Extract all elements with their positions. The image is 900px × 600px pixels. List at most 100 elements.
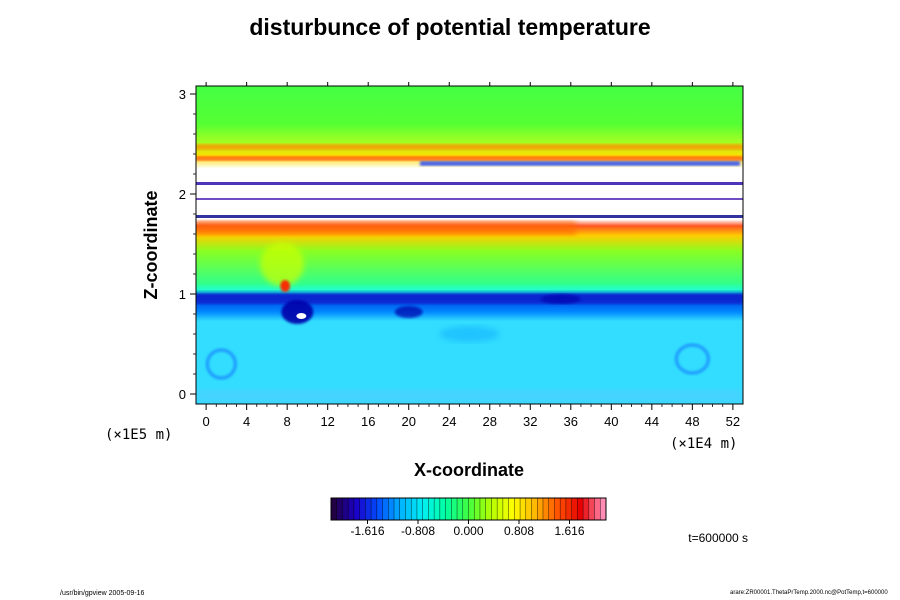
colorbar-ticks: -1.616 -0.808 0.000 0.808 1.616 bbox=[350, 520, 585, 538]
colorbar-cell bbox=[348, 498, 355, 520]
y-axis-label: Z-coordinate bbox=[141, 190, 161, 299]
colorbar-cell bbox=[376, 498, 383, 520]
colorbar-tick-label: 1.616 bbox=[554, 524, 584, 538]
x-tick-label: 12 bbox=[320, 414, 334, 429]
colorbar-cell bbox=[371, 498, 378, 520]
colorbar-cell bbox=[353, 498, 360, 520]
colorbar-cell bbox=[365, 498, 372, 520]
field-feature bbox=[281, 300, 314, 324]
colorbar-cell bbox=[485, 498, 492, 520]
footer-source: arare:ZR00001.ThetaPrTemp.2000.nc@PotTem… bbox=[730, 590, 888, 596]
colorbar-cell bbox=[497, 498, 504, 520]
field-feature bbox=[280, 280, 291, 292]
heatmap-field bbox=[196, 86, 743, 404]
colorbar-cell bbox=[600, 498, 607, 520]
colorbar-cell bbox=[594, 498, 601, 520]
colorbar-tick-label: -1.616 bbox=[350, 524, 384, 538]
colorbar-cell bbox=[342, 498, 349, 520]
colorbar-cell bbox=[434, 498, 441, 520]
colorbar-cell bbox=[399, 498, 406, 520]
colorbar-cell bbox=[537, 498, 544, 520]
x-tick-label: 36 bbox=[564, 414, 578, 429]
field-feature bbox=[540, 294, 581, 304]
colorbar-cell bbox=[416, 498, 423, 520]
x-tick-label: 48 bbox=[685, 414, 699, 429]
y-axis-unit: (×1E5 m) bbox=[105, 427, 172, 443]
x-axis-label: X-coordinate bbox=[414, 460, 524, 480]
colorbar-cell bbox=[560, 498, 567, 520]
x-axis: 0 4 8 12 16 20 24 28 32 36 40 44 48 52 bbox=[203, 82, 740, 429]
colorbar-cell bbox=[491, 498, 498, 520]
x-tick-label: 8 bbox=[284, 414, 291, 429]
x-tick-label: 52 bbox=[726, 414, 740, 429]
colorbar-cell bbox=[479, 498, 486, 520]
colorbar-cell bbox=[462, 498, 469, 520]
colorbar-cell bbox=[514, 498, 521, 520]
y-axis: 0 1 2 3 bbox=[179, 87, 196, 402]
field-feature bbox=[196, 182, 743, 185]
field-feature bbox=[420, 161, 740, 166]
colorbar-cell bbox=[531, 498, 538, 520]
colorbar-cell bbox=[588, 498, 595, 520]
field-feature bbox=[439, 326, 500, 342]
field-feature bbox=[196, 144, 743, 150]
y-tick-label: 3 bbox=[179, 87, 186, 102]
y-tick-label: 0 bbox=[179, 387, 186, 402]
colorbar-cell bbox=[583, 498, 590, 520]
colorbar-cell bbox=[428, 498, 435, 520]
colorbar-cell bbox=[565, 498, 572, 520]
colorbar-cell bbox=[422, 498, 429, 520]
y-tick-label: 1 bbox=[179, 287, 186, 302]
colorbar-cell bbox=[394, 498, 401, 520]
colorbar-cell bbox=[548, 498, 555, 520]
colorbar-tick-label: 0.808 bbox=[504, 524, 534, 538]
field-feature bbox=[296, 313, 307, 319]
field-feature bbox=[196, 294, 743, 304]
colorbar-cell bbox=[502, 498, 509, 520]
field-feature bbox=[394, 306, 423, 318]
colorbar-cell bbox=[336, 498, 343, 520]
colorbar-tick-label: 0.000 bbox=[453, 524, 483, 538]
colorbar-cell bbox=[520, 498, 527, 520]
x-tick-label: 24 bbox=[442, 414, 456, 429]
time-label: t=600000 s bbox=[688, 531, 748, 545]
x-tick-label: 4 bbox=[243, 414, 250, 429]
x-tick-label: 32 bbox=[523, 414, 537, 429]
colorbar-cell bbox=[474, 498, 481, 520]
field-feature bbox=[674, 343, 710, 375]
x-tick-label: 28 bbox=[483, 414, 497, 429]
field-feature bbox=[196, 389, 743, 403]
x-tick-label: 16 bbox=[361, 414, 375, 429]
colorbar-cell bbox=[388, 498, 395, 520]
colorbar-cells bbox=[330, 498, 607, 520]
colorbar-cell bbox=[577, 498, 584, 520]
x-tick-label: 44 bbox=[645, 414, 659, 429]
colorbar-cell bbox=[411, 498, 418, 520]
field-feature bbox=[196, 215, 743, 218]
colorbar-cell bbox=[468, 498, 475, 520]
colorbar-cell bbox=[571, 498, 578, 520]
colorbar-cell bbox=[359, 498, 366, 520]
colorbar-cell bbox=[405, 498, 412, 520]
x-tick-label: 20 bbox=[401, 414, 415, 429]
chart-title: disturbunce of potential temperature bbox=[249, 14, 651, 40]
x-tick-label: 0 bbox=[203, 414, 210, 429]
x-axis-unit: (×1E4 m) bbox=[670, 436, 737, 452]
x-tick-label: 40 bbox=[604, 414, 618, 429]
colorbar-tick-label: -0.808 bbox=[401, 524, 435, 538]
colorbar-cell bbox=[542, 498, 550, 520]
colorbar-cell bbox=[331, 498, 338, 520]
y-tick-label: 2 bbox=[179, 187, 186, 202]
field-feature bbox=[196, 198, 743, 200]
colorbar-cell bbox=[525, 498, 532, 520]
colorbar-cell bbox=[382, 498, 389, 520]
colorbar-cell bbox=[451, 498, 458, 520]
colorbar-cell bbox=[554, 498, 561, 520]
field-feature bbox=[260, 242, 305, 286]
colorbar-cell bbox=[508, 498, 515, 520]
footer-command: /usr/bin/gpview 2005-09-16 bbox=[60, 590, 145, 597]
colorbar-cell bbox=[445, 498, 452, 520]
field-feature bbox=[196, 221, 576, 235]
